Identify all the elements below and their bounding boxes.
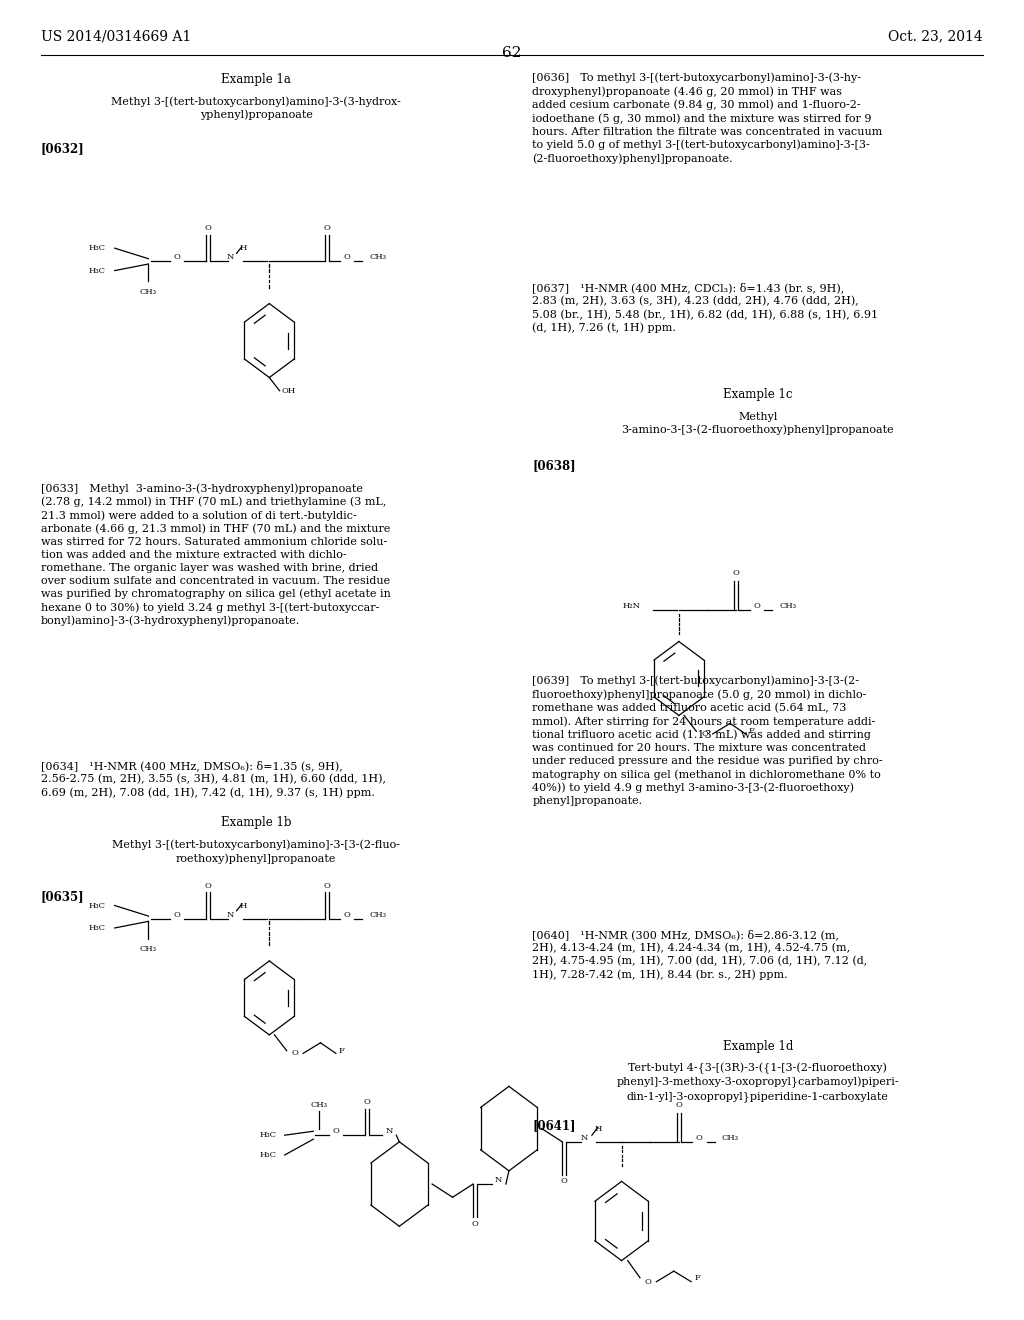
Text: Example 1b: Example 1b	[221, 816, 291, 829]
Text: O: O	[696, 1134, 702, 1142]
Text: H₃C: H₃C	[88, 244, 105, 252]
Text: CH₃: CH₃	[311, 1101, 328, 1109]
Text: CH₃: CH₃	[140, 945, 157, 953]
Text: O: O	[205, 224, 211, 232]
Text: O: O	[733, 569, 739, 577]
Text: O: O	[292, 1049, 298, 1057]
Text: [0636] To methyl 3-[(tert-butoxycarbonyl)amino]-3-(3-hy-
droxyphenyl)propanoate : [0636] To methyl 3-[(tert-butoxycarbonyl…	[532, 73, 883, 164]
Text: [0635]: [0635]	[41, 890, 85, 903]
Text: Oct. 23, 2014: Oct. 23, 2014	[888, 29, 983, 44]
Text: N: N	[581, 1134, 589, 1142]
Text: [0634] ¹H-NMR (400 MHz, DMSO₆): δ=1.35 (s, 9H),
2.56-2.75 (m, 2H), 3.55 (s, 3H),: [0634] ¹H-NMR (400 MHz, DMSO₆): δ=1.35 (…	[41, 760, 386, 797]
Text: [0640] ¹H-NMR (300 MHz, DMSO₆): δ=2.86-3.12 (m,
2H), 4.13-4.24 (m, 1H), 4.24-4.3: [0640] ¹H-NMR (300 MHz, DMSO₆): δ=2.86-3…	[532, 929, 867, 981]
Text: O: O	[701, 730, 708, 738]
Text: F: F	[339, 1047, 345, 1055]
Text: Example 1a: Example 1a	[221, 73, 291, 86]
Text: 62: 62	[502, 46, 522, 61]
Text: [0637] ¹H-NMR (400 MHz, CDCl₃): δ=1.43 (br. s, 9H),
2.83 (m, 2H), 3.63 (s, 3H), : [0637] ¹H-NMR (400 MHz, CDCl₃): δ=1.43 (…	[532, 282, 879, 334]
Text: O: O	[472, 1220, 478, 1228]
Text: [0638]: [0638]	[532, 459, 577, 473]
Text: O: O	[174, 253, 180, 261]
Text: OH: OH	[282, 387, 296, 395]
Text: H₃C: H₃C	[88, 267, 105, 275]
Text: CH₃: CH₃	[722, 1134, 739, 1142]
Text: O: O	[344, 253, 350, 261]
Text: H: H	[594, 1125, 602, 1133]
Text: Example 1d: Example 1d	[723, 1040, 793, 1053]
Text: H: H	[240, 244, 248, 252]
Text: Methyl
3-amino-3-[3-(2-fluoroethoxy)phenyl]propanoate: Methyl 3-amino-3-[3-(2-fluoroethoxy)phen…	[622, 412, 894, 436]
Text: H₃C: H₃C	[88, 902, 105, 909]
Text: O: O	[324, 882, 330, 890]
Text: N: N	[226, 911, 234, 919]
Text: N: N	[385, 1127, 393, 1135]
Text: H: H	[240, 902, 248, 909]
Text: H₃C: H₃C	[259, 1151, 276, 1159]
Text: H₂N: H₂N	[623, 602, 641, 610]
Text: N: N	[495, 1176, 503, 1184]
Text: Methyl 3-[(tert-butoxycarbonyl)amino]-3-(3-hydrox-
yphenyl)propanoate: Methyl 3-[(tert-butoxycarbonyl)amino]-3-…	[112, 96, 400, 120]
Text: [0632]: [0632]	[41, 143, 85, 156]
Text: O: O	[676, 1101, 682, 1109]
Text: F: F	[749, 727, 755, 735]
Text: CH₃: CH₃	[370, 911, 387, 919]
Text: O: O	[205, 882, 211, 890]
Text: CH₃: CH₃	[140, 288, 157, 296]
Text: O: O	[333, 1127, 339, 1135]
Text: [0641]: [0641]	[532, 1119, 575, 1133]
Text: O: O	[645, 1278, 651, 1286]
Text: H₃C: H₃C	[259, 1131, 276, 1139]
Text: N: N	[226, 253, 234, 261]
Text: US 2014/0314669 A1: US 2014/0314669 A1	[41, 29, 191, 44]
Text: Methyl 3-[(tert-butoxycarbonyl)amino]-3-[3-(2-fluo-
roethoxy)phenyl]propanoate: Methyl 3-[(tert-butoxycarbonyl)amino]-3-…	[112, 840, 400, 863]
Text: O: O	[754, 602, 760, 610]
Text: F: F	[694, 1274, 700, 1282]
Text: O: O	[561, 1177, 567, 1185]
Text: [0633] Methyl  3-amino-3-(3-hydroxyphenyl)propanoate
(2.78 g, 14.2 mmol) in THF : [0633] Methyl 3-amino-3-(3-hydroxyphenyl…	[41, 483, 391, 626]
Text: H₃C: H₃C	[88, 924, 105, 932]
Text: CH₃: CH₃	[779, 602, 797, 610]
Text: Tert-butyl 4-{3-[(3R)-3-({1-[3-(2-fluoroethoxy)
phenyl]-3-methoxy-3-oxopropyl}ca: Tert-butyl 4-{3-[(3R)-3-({1-[3-(2-fluoro…	[616, 1063, 899, 1102]
Text: O: O	[364, 1098, 370, 1106]
Text: [0639] To methyl 3-[(tert-butoxycarbonyl)amino]-3-[3-(2-
fluoroethoxy)phenyl]pro: [0639] To methyl 3-[(tert-butoxycarbonyl…	[532, 676, 883, 807]
Text: O: O	[344, 911, 350, 919]
Text: CH₃: CH₃	[370, 253, 387, 261]
Text: Example 1c: Example 1c	[723, 388, 793, 401]
Text: O: O	[174, 911, 180, 919]
Text: O: O	[324, 224, 330, 232]
